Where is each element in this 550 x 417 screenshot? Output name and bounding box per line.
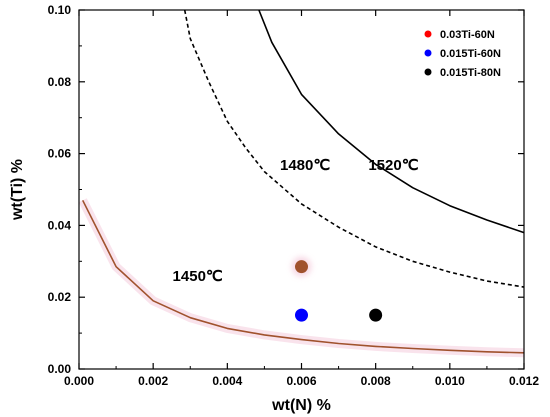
y-tick-label: 0.02 xyxy=(48,290,72,304)
plot-layer: 1450℃ 1480℃ 1520℃ xyxy=(78,9,525,358)
x-axis-title: wt(N) % xyxy=(271,397,331,414)
curve-label: 1450℃ xyxy=(173,268,223,285)
y-tick-label: 0.00 xyxy=(48,362,72,376)
y-axis-title: wt(Ti) % xyxy=(9,159,26,221)
legend-marker xyxy=(424,30,432,38)
legend-label: 0.015Ti-60N xyxy=(440,48,501,60)
legend-marker xyxy=(424,68,432,76)
data-point xyxy=(369,308,383,322)
legend-label: 0.03Ti-60N xyxy=(440,29,495,41)
x-tick-label: 0.012 xyxy=(509,374,539,388)
x-tick-label: 0.006 xyxy=(286,374,316,388)
legend: 0.03Ti-60N 0.015Ti-60N 0.015Ti-80N xyxy=(424,29,501,79)
y-tick-label: 0.10 xyxy=(48,3,72,17)
curve-halo xyxy=(78,198,525,358)
y-tick-label: 0.04 xyxy=(48,218,72,232)
y-tick-label: 0.08 xyxy=(48,75,72,89)
y-tick-label: 0.06 xyxy=(48,147,72,161)
curve-2 xyxy=(258,9,525,234)
curve-0 xyxy=(81,199,525,354)
curve-1 xyxy=(183,9,525,288)
axis-layer: 0.000 0.002 0.004 0.006 0.008 0.010 0.012 0.00 0… xyxy=(48,3,540,388)
x-tick-label: 0.000 xyxy=(64,374,94,388)
legend-label: 0.015Ti-80N xyxy=(440,67,501,79)
data-point xyxy=(295,308,308,322)
data-point xyxy=(295,260,308,274)
x-tick-label: 0.010 xyxy=(435,374,465,388)
x-tick-label: 0.002 xyxy=(138,374,168,388)
x-tick-label: 0.004 xyxy=(212,374,242,388)
legend-marker xyxy=(424,49,432,57)
curve-label: 1480℃ xyxy=(280,157,330,174)
x-tick-label: 0.008 xyxy=(361,374,391,388)
curve-label: 1520℃ xyxy=(368,157,418,174)
